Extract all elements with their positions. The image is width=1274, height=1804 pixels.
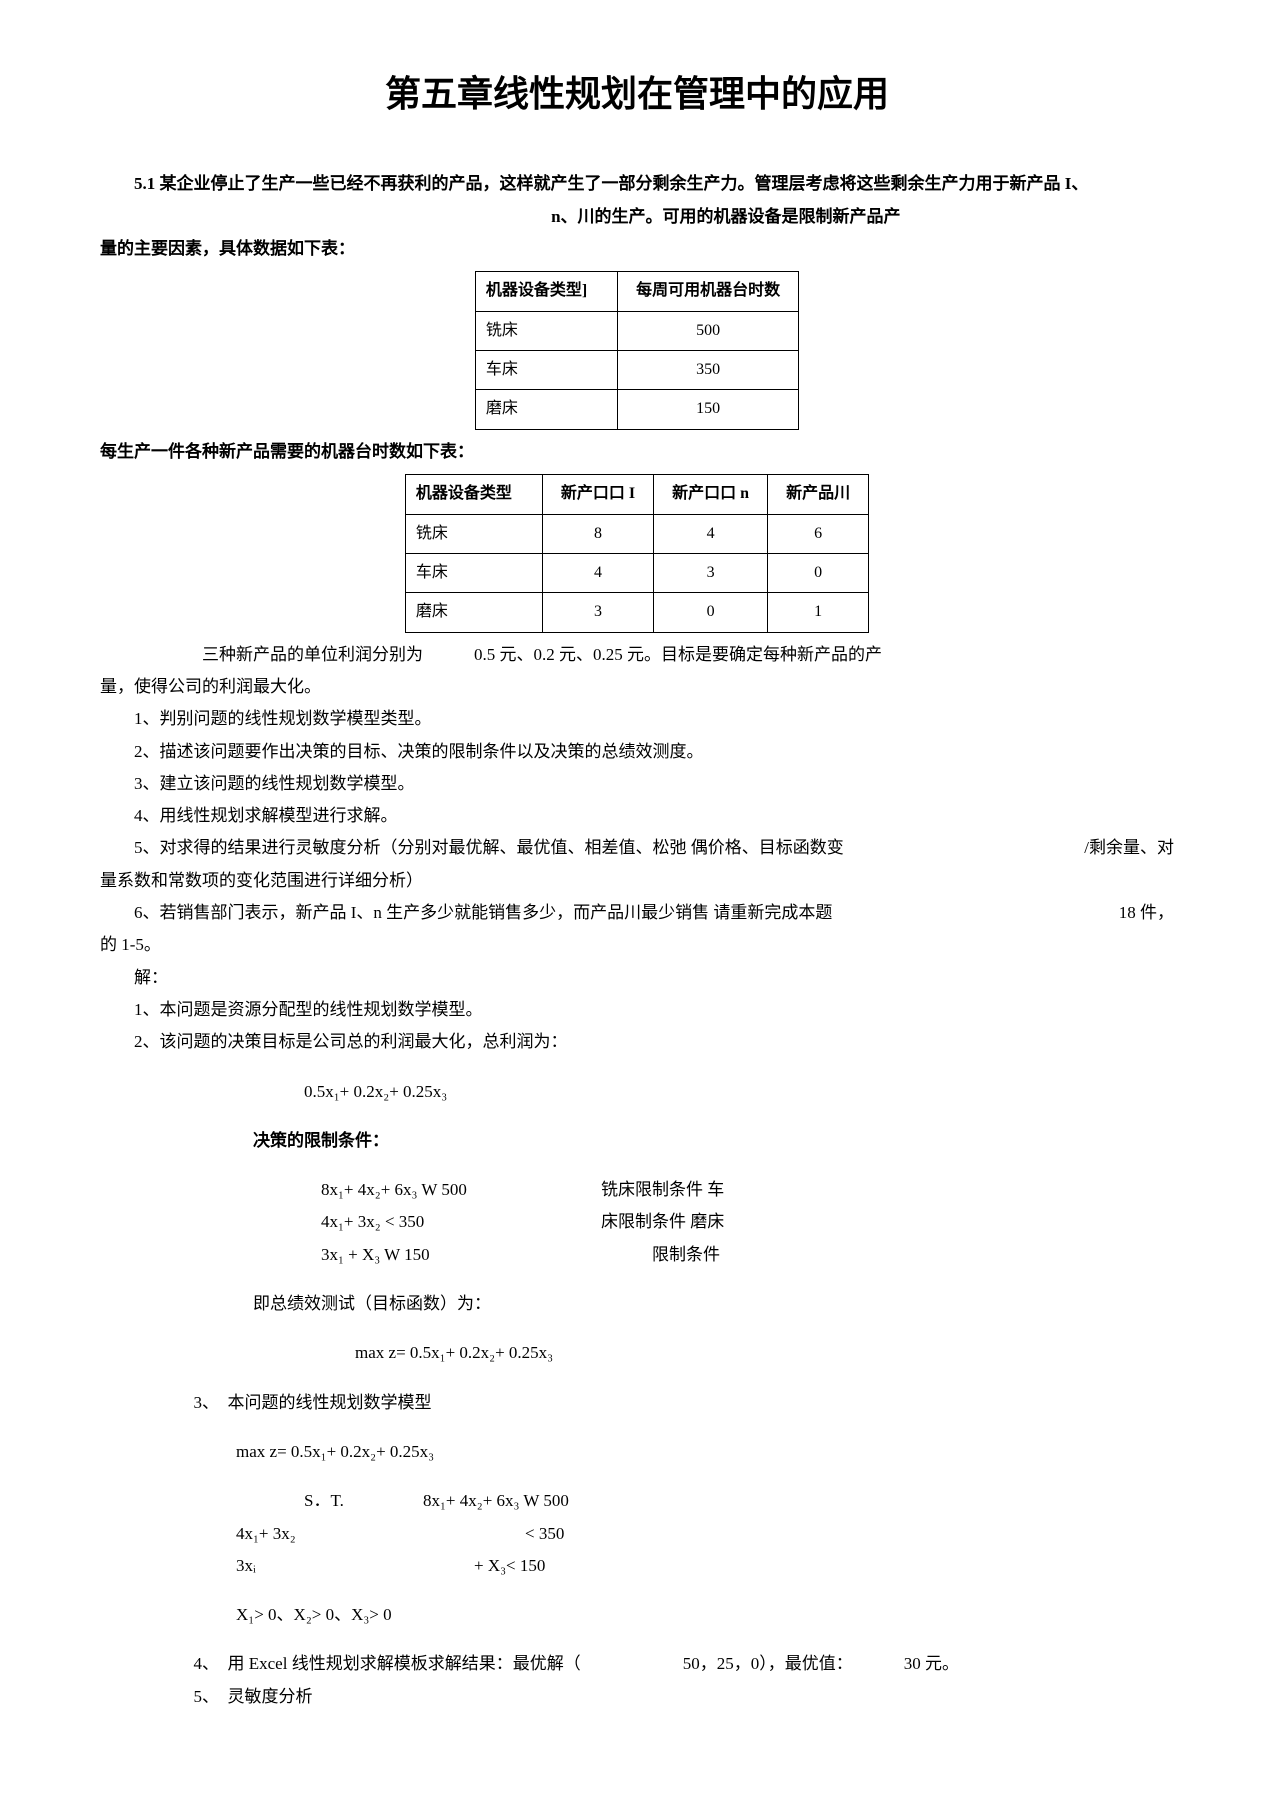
st-line: S．T. 8x₁+ 4x₂+ 6x₃ W 500 — [304, 1485, 1174, 1517]
table-row: 车床 350 — [475, 351, 798, 390]
answer-4c: 30 元。 — [904, 1648, 959, 1680]
st-3a: 3xᵢ — [236, 1550, 474, 1582]
table-cell: 车床 — [475, 351, 617, 390]
table-row: 车床 4 3 0 — [405, 553, 868, 592]
answer-5: 灵敏度分析 — [228, 1681, 313, 1713]
answer-5-row: 5、 灵敏度分析 — [185, 1681, 1174, 1713]
question-6: 6、若销售部门表示，新产品 I、n 生产多少就能销售多少，而产品川最少销售 请重… — [100, 897, 1174, 929]
table-header: 机器设备类型 — [405, 475, 542, 514]
answer-1: 1、本问题是资源分配型的线性规划数学模型。 — [100, 994, 1174, 1026]
question-5c: 量系数和常数项的变化范围进行详细分析） — [100, 865, 1174, 897]
constraint-1b: 铣床限制条件 车 — [601, 1174, 724, 1206]
table-row: 铣床 500 — [475, 311, 798, 350]
constraint-1: 8x₁+ 4x₂+ 6x₃ W 500 铣床限制条件 车 — [321, 1174, 1174, 1206]
table-cell: 350 — [618, 351, 799, 390]
st-3: 3xᵢ + X₃< 150 — [236, 1550, 1174, 1582]
problem-text-1b: n、川的生产。可用的机器设备是限制新产品产 — [551, 201, 900, 233]
question-3: 3、建立该问题的线性规划数学模型。 — [100, 768, 1174, 800]
table-cell: 铣床 — [405, 514, 542, 553]
table-cell: 150 — [618, 390, 799, 429]
profit-text-a: 三种新产品的单位利润分别为 — [202, 639, 423, 671]
table-row: 机器设备类型 新产口口 I 新产口口 n 新产品川 — [405, 475, 868, 514]
problem-text-1c: 量的主要因素，具体数据如下表： — [100, 233, 1174, 265]
question-5: 5、对求得的结果进行灵敏度分析（分别对最优解、最优值、相差值、松弛 偶价格、目标… — [100, 832, 1174, 864]
table-row: 磨床 150 — [475, 390, 798, 429]
st-1: 8x₁+ 4x₂+ 6x₃ W 500 — [423, 1485, 569, 1517]
problem-statement-1: 5.1 某企业停止了生产一些已经不再获利的产品，这样就产生了一部分剩余生产力。管… — [100, 168, 1174, 200]
answer-4-num: 4、 — [185, 1648, 219, 1680]
table-cell: 8 — [542, 514, 653, 553]
profit-text-c: 量，使得公司的利润最大化。 — [100, 671, 1174, 703]
answer-2: 2、该问题的决策目标是公司总的利润最大化，总利润为： — [100, 1026, 1174, 1058]
table-row: 磨床 3 0 1 — [405, 593, 868, 632]
table-cell: 车床 — [405, 553, 542, 592]
formula-obj1: 0.5x₁+ 0.2x₂+ 0.25x₃ — [304, 1076, 1174, 1108]
st-4: X₁> 0、X₂> 0、X₃> 0 — [236, 1599, 1174, 1631]
question-2: 2、描述该问题要作出决策的目标、决策的限制条件以及决策的总绩效测度。 — [100, 736, 1174, 768]
question-6c: 的 1-5。 — [100, 929, 1174, 961]
question-6b: 18 件， — [1072, 897, 1174, 929]
formula-obj3: max z= 0.5x₁+ 0.2x₂+ 0.25x₃ — [236, 1436, 1174, 1468]
question-4: 4、用线性规划求解模型进行求解。 — [100, 800, 1174, 832]
question-1: 1、判别问题的线性规划数学模型类型。 — [100, 703, 1174, 735]
st-2b: < 350 — [525, 1518, 564, 1550]
table-header: 新产品川 — [768, 475, 869, 514]
profit-text-b: 0.5 元、0.2 元、0.25 元。目标是要确定每种新产品的产 — [474, 639, 882, 671]
table-header: 每周可用机器台时数 — [618, 272, 799, 311]
table-product-hours: 机器设备类型 新产口口 I 新产口口 n 新产品川 铣床 8 4 6 车床 4 … — [405, 474, 869, 633]
answer-label: 解： — [100, 962, 1174, 994]
table-cell: 3 — [654, 553, 768, 592]
table-cell: 铣床 — [475, 311, 617, 350]
constraint-3b: 限制条件 — [652, 1239, 720, 1271]
constraint-3: 3x₁ + X₃ W 150 限制条件 — [321, 1239, 1174, 1271]
table-row: 机器设备类型] 每周可用机器台时数 — [475, 272, 798, 311]
answer-2c: 即总绩效测试（目标函数）为： — [253, 1288, 1174, 1320]
table-cell: 3 — [542, 593, 653, 632]
answer-4a: 用 Excel 线性规划求解模板求解结果：最优解（ — [228, 1648, 581, 1680]
table-cell: 6 — [768, 514, 869, 553]
spacer — [100, 201, 551, 233]
table-cell: 4 — [654, 514, 768, 553]
table-header: 新产口口 n — [654, 475, 768, 514]
question-5a: 5、对求得的结果进行灵敏度分析（分别对最优解、最优值、相差值、松弛 偶价格、目标… — [100, 832, 1084, 864]
problem-text-1a: 5.1 某企业停止了生产一些已经不再获利的产品，这样就产生了一部分剩余生产力。管… — [134, 174, 1088, 193]
table-machine-hours: 机器设备类型] 每周可用机器台时数 铣床 500 车床 350 磨床 150 — [475, 271, 799, 430]
constraint-2a: 4x₁+ 3x₂ < 350 — [321, 1206, 601, 1238]
profit-line: 三种新产品的单位利润分别为 0.5 元、0.2 元、0.25 元。目标是要确定每… — [100, 639, 1174, 671]
table-cell: 磨床 — [405, 593, 542, 632]
table-header: 新产口口 I — [542, 475, 653, 514]
st-3b: + X₃< 150 — [474, 1550, 545, 1582]
st-label: S．T. — [304, 1485, 423, 1517]
constraint-1a: 8x₁+ 4x₂+ 6x₃ W 500 — [321, 1174, 601, 1206]
answer-4b: 50，25，0），最优值： — [683, 1648, 853, 1680]
table-cell: 4 — [542, 553, 653, 592]
answer-3-num: 3、 — [185, 1387, 219, 1419]
answer-2b: 决策的限制条件： — [253, 1125, 1174, 1157]
table-row: 铣床 8 4 6 — [405, 514, 868, 553]
question-5b: /剩余量、对 — [1084, 832, 1174, 864]
constraint-3a: 3x₁ + X₃ W 150 — [321, 1239, 601, 1271]
question-6a: 6、若销售部门表示，新产品 I、n 生产多少就能销售多少，而产品川最少销售 请重… — [100, 897, 1072, 929]
answer-5-num: 5、 — [185, 1681, 219, 1713]
page-title: 第五章线性规划在管理中的应用 — [100, 60, 1174, 128]
constraint-2b: 床限制条件 磨床 — [601, 1206, 724, 1238]
table-cell: 0 — [654, 593, 768, 632]
problem-text-2: 每生产一件各种新产品需要的机器台时数如下表： — [100, 436, 1174, 468]
st-2a: 4x₁+ 3x₂ — [236, 1518, 525, 1550]
answer-4-row: 4、 用 Excel 线性规划求解模板求解结果：最优解（ 50，25，0），最优… — [185, 1648, 1174, 1680]
table-cell: 磨床 — [475, 390, 617, 429]
st-2: 4x₁+ 3x₂ < 350 — [236, 1518, 1174, 1550]
answer-3: 本问题的线性规划数学模型 — [228, 1387, 432, 1419]
answer-3-row: 3、 本问题的线性规划数学模型 — [185, 1387, 1174, 1419]
formula-obj2: max z= 0.5x₁+ 0.2x₂+ 0.25x₃ — [355, 1337, 1174, 1369]
table-cell: 1 — [768, 593, 869, 632]
table-cell: 0 — [768, 553, 869, 592]
table-cell: 500 — [618, 311, 799, 350]
constraint-2: 4x₁+ 3x₂ < 350 床限制条件 磨床 — [321, 1206, 1174, 1238]
table-header: 机器设备类型] — [475, 272, 617, 311]
